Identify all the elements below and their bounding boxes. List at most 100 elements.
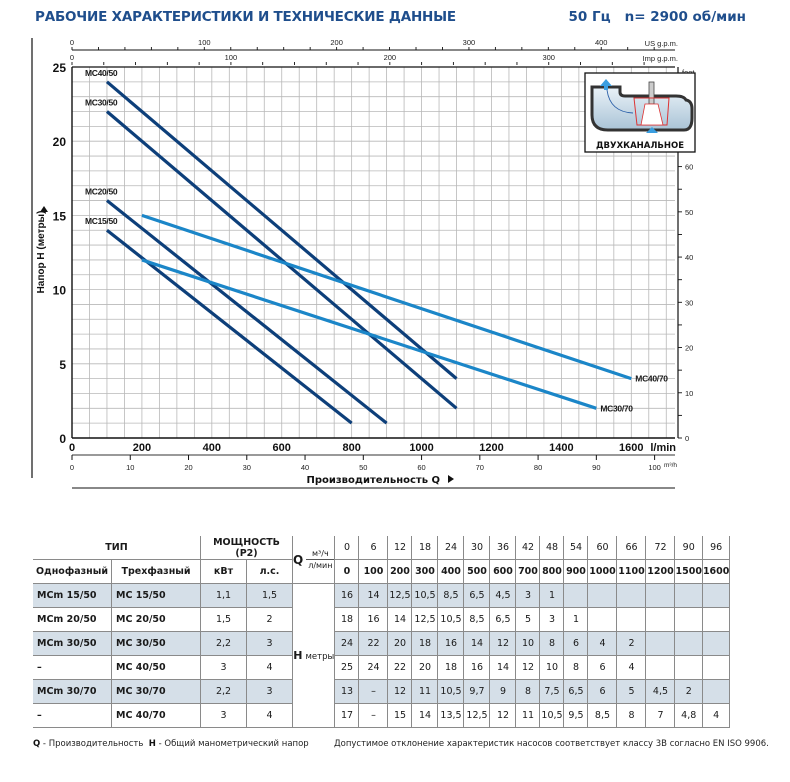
q-m3h-cell: 42: [515, 536, 541, 560]
m3h-tick-label: 60: [417, 463, 425, 472]
x-tick-label: 1200: [479, 442, 503, 454]
head-value: 6: [563, 631, 589, 656]
head-value: 8,5: [437, 583, 465, 608]
q-m3h-cell: 30: [463, 536, 491, 560]
table-row: – MC 40/50 3 4 25 24 22 20 18 16 14 12 10 8 6 4: [33, 655, 731, 680]
head-value: [616, 583, 647, 608]
q-m3h-cell: 72: [645, 536, 676, 560]
head-value: [674, 607, 703, 632]
head-value: 6: [587, 655, 618, 680]
head-value: [674, 583, 703, 608]
series-label: MC40/50: [85, 68, 118, 78]
operating-conditions: 50 Гц n= 2900 об/мин: [555, 9, 746, 25]
single-phase-model: –: [33, 703, 112, 728]
series-label: MC20/50: [85, 187, 118, 197]
feet-tick-label: 10: [685, 389, 693, 398]
series-label: MC30/50: [85, 98, 118, 108]
head-value: [701, 607, 731, 632]
q-m3h-cell: 96: [701, 536, 731, 560]
head-value: 9,7: [463, 679, 491, 704]
header-type: ТИП: [33, 536, 201, 560]
q-lmin-cell: 0: [334, 559, 360, 584]
h-key: H: [148, 739, 156, 749]
head-value: 22: [358, 631, 389, 656]
head-value: 22: [387, 655, 413, 680]
head-value: 8,5: [587, 703, 618, 728]
imp-gpm-tick-label: 300: [542, 53, 555, 62]
power-hp: 1,5: [246, 583, 293, 608]
head-value: 8: [616, 703, 647, 728]
x-unit-label: l/min: [650, 442, 676, 454]
head-value: 4,8: [674, 703, 703, 728]
q-unit-lmin: л/мин: [308, 561, 333, 570]
q-m3h-cell: 36: [489, 536, 517, 560]
x-tick-label: 1400: [549, 442, 573, 454]
head-value: 4: [587, 631, 618, 656]
table-row: MCm 30/70 MC 30/70 2,2 3 13–12 11 10,5 9,7 9 8 7,5…: [33, 679, 731, 704]
head-value: 6,5: [489, 607, 517, 632]
head-value: 8: [539, 631, 565, 656]
header-h: H метры: [291, 583, 336, 728]
q-lmin-cell: 1100: [616, 559, 647, 584]
series-line-mc30-50: [105, 110, 458, 410]
m3h-tick-label: 50: [359, 463, 367, 472]
q-unit-m3h: м³/ч: [306, 548, 335, 560]
q-lmin-cell: 300: [411, 559, 439, 584]
head-value: –: [358, 679, 389, 704]
q-lmin-cell: 800: [539, 559, 565, 584]
q-lmin-cell: 600: [489, 559, 517, 584]
feet-tick-label: 50: [685, 208, 693, 217]
head-value: 14: [489, 655, 517, 680]
m3h-unit-label: m³/h: [664, 462, 677, 469]
head-value: 14: [463, 631, 491, 656]
us-gpm-tick-label: 300: [463, 38, 476, 47]
table-row: MCm 15/50 MC 15/50 1,1 1,5 H метры 16 14 12,5 10…: [33, 583, 731, 728]
us-gpm-tick-label: 0: [70, 38, 74, 47]
power-kw: 3: [200, 703, 247, 728]
head-value: 6,5: [463, 583, 491, 608]
head-value: 16: [437, 631, 465, 656]
three-phase-model: MC 40/50: [111, 655, 201, 680]
y-axis-label: Напор H (метры): [36, 211, 47, 294]
header-kw: кВт: [200, 559, 247, 584]
series-label: MC15/50: [85, 216, 118, 226]
x-axis-label: Производительность Q: [306, 475, 440, 486]
q-lmin-cell: 1000: [587, 559, 618, 584]
head-value: [701, 583, 731, 608]
q-lmin-cell: 900: [563, 559, 589, 584]
series-line-mc20-50: [105, 199, 388, 425]
head-value: 12,5: [411, 607, 439, 632]
x-tick-label: 0: [69, 442, 75, 454]
head-value: 6,5: [563, 679, 589, 704]
m3h-tick-label: 40: [301, 463, 309, 472]
x-tick-label: 1600: [619, 442, 643, 454]
series-label: MC30/70: [600, 403, 633, 413]
feet-tick-label: 20: [685, 344, 693, 353]
y-axis-arrow-icon: [40, 206, 48, 212]
head-value: 9: [489, 679, 517, 704]
head-value: 6: [587, 679, 618, 704]
x-tick-label: 1000: [409, 442, 433, 454]
three-phase-model: MC 40/70: [111, 703, 201, 728]
head-value: 14: [358, 583, 389, 608]
power-hp: 2: [246, 607, 293, 632]
h-symbol: H: [293, 649, 303, 662]
table-row: MCm 20/50 MC 20/50 1,5 2 18 16 14 12,5 10,5 8,5 6,…: [33, 607, 731, 632]
head-value: 12: [489, 631, 517, 656]
head-value: 16: [463, 655, 491, 680]
head-value: [701, 631, 731, 656]
head-value: [645, 607, 676, 632]
head-value: 1: [539, 583, 565, 608]
head-value: 3: [539, 607, 565, 632]
x-tick-label: 800: [342, 442, 360, 454]
m3h-tick-label: 100: [648, 463, 661, 472]
head-value: 20: [411, 655, 439, 680]
head-value: 14: [411, 703, 439, 728]
head-value: 10,5: [539, 703, 565, 728]
imp-gpm-tick-label: 0: [70, 53, 74, 62]
head-value: 11: [515, 703, 541, 728]
